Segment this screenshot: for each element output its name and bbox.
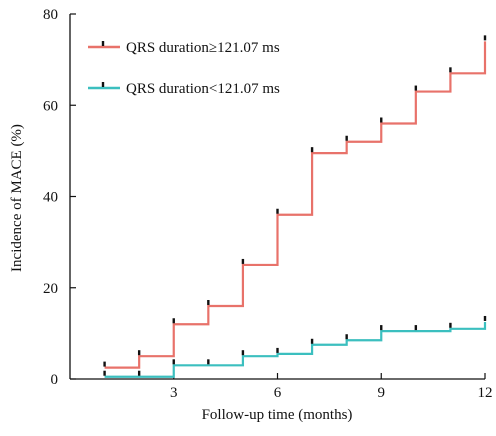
y-tick-label: 80	[43, 7, 58, 23]
legend: QRS duration≥121.07 ms QRS duration<121.0…	[88, 40, 280, 97]
x-tick-label: 6	[274, 385, 282, 401]
series-1	[103, 35, 487, 369]
series-layer	[103, 35, 487, 378]
y-ticks: 0 20 40 60 80	[43, 7, 76, 388]
x-ticks: 3 6 9 12	[170, 373, 493, 401]
x-axis-title: Follow-up time (months)	[202, 407, 353, 423]
y-tick-label: 60	[43, 98, 58, 114]
x-tick-label: 3	[170, 385, 178, 401]
legend-label: QRS duration≥121.07 ms	[126, 40, 280, 56]
legend-item-2: QRS duration<121.07 ms	[88, 81, 280, 97]
y-tick-label: 0	[51, 372, 59, 388]
series-2	[103, 315, 487, 378]
series-line	[104, 321, 487, 378]
y-axis-title: Incidence of MACE (%)	[9, 124, 25, 272]
x-tick-label: 12	[478, 385, 493, 401]
legend-label: QRS duration<121.07 ms	[126, 81, 280, 97]
x-tick-label: 9	[378, 385, 386, 401]
legend-item-1: QRS duration≥121.07 ms	[88, 40, 280, 56]
series-line	[104, 41, 487, 369]
y-tick-label: 20	[43, 281, 58, 297]
y-tick-label: 40	[43, 190, 58, 206]
